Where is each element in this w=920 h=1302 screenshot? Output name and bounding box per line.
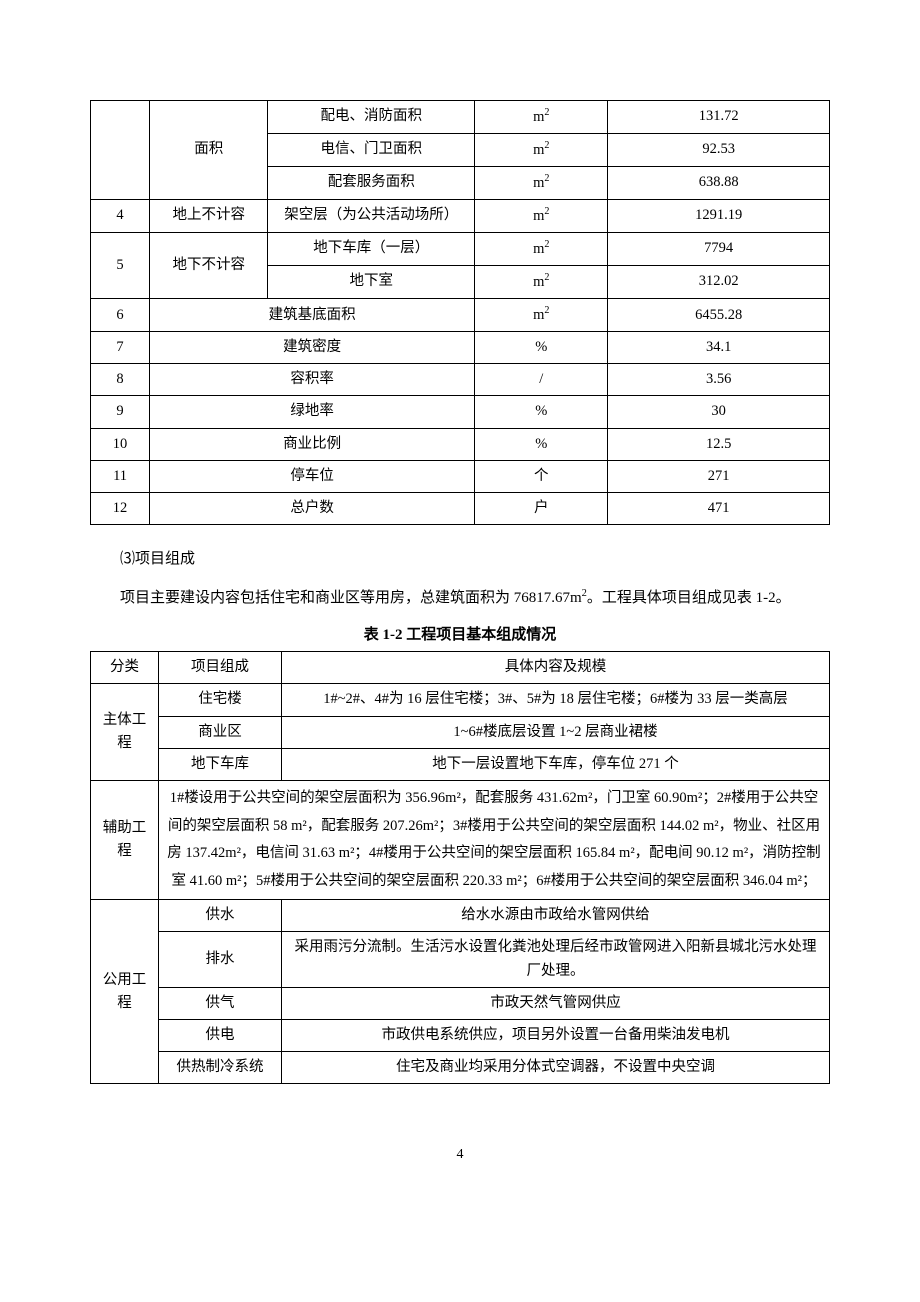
- cell-val: 131.72: [608, 101, 830, 134]
- table-row: 辅助工程 1#楼设用于公共空间的架空层面积为 356.96m²，配套服务 431…: [91, 780, 830, 899]
- cell-unit: m2: [475, 101, 608, 134]
- table-row: 7 建筑密度 % 34.1: [91, 332, 830, 364]
- table-row: 4 地上不计容 架空层（为公共活动场所） m2 1291.19: [91, 200, 830, 233]
- page-number: 4: [90, 1144, 830, 1166]
- table-row: 主体工程 住宅楼 1#~2#、4#为 16 层住宅楼；3#、5#为 18 层住宅…: [91, 684, 830, 716]
- paragraph-section-title: ⑶项目组成: [90, 543, 830, 576]
- table-row: 面积 配电、消防面积 m2 131.72: [91, 101, 830, 134]
- table-row: 地下车库 地下一层设置地下车库，停车位 271 个: [91, 748, 830, 780]
- col-header: 具体内容及规模: [282, 652, 830, 684]
- cell-desc: 配电、消防面积: [268, 101, 475, 134]
- table-row: 供气 市政天然气管网供应: [91, 987, 830, 1019]
- table-row: 分类 项目组成 具体内容及规模: [91, 652, 830, 684]
- table-row: 11 停车位 个 271: [91, 460, 830, 492]
- table-row: 供电 市政供电系统供应，项目另外设置一台备用柴油发电机: [91, 1019, 830, 1051]
- cell-label: 面积: [150, 101, 268, 200]
- col-header: 分类: [91, 652, 159, 684]
- paragraph-body: 项目主要建设内容包括住宅和商业区等用房，总建筑面积为 76817.67m2。工程…: [90, 582, 830, 615]
- table-row: 供热制冷系统 住宅及商业均采用分体式空调器，不设置中央空调: [91, 1052, 830, 1084]
- table-1: 面积 配电、消防面积 m2 131.72 电信、门卫面积 m2 92.53 配套…: [90, 100, 830, 525]
- table-row: 商业区 1~6#楼底层设置 1~2 层商业裙楼: [91, 716, 830, 748]
- table-row: 排水 采用雨污分流制。生活污水设置化粪池处理后经市政管网进入阳新县城北污水处理厂…: [91, 932, 830, 987]
- table-2: 分类 项目组成 具体内容及规模 主体工程 住宅楼 1#~2#、4#为 16 层住…: [90, 651, 830, 1084]
- table-row: 9 绿地率 % 30: [91, 396, 830, 428]
- table-row: 8 容积率 / 3.56: [91, 364, 830, 396]
- table-row: 6 建筑基底面积 m2 6455.28: [91, 299, 830, 332]
- table-row: 10 商业比例 % 12.5: [91, 428, 830, 460]
- table-row: 12 总户数 户 471: [91, 493, 830, 525]
- col-header: 项目组成: [159, 652, 282, 684]
- table-row: 5 地下不计容 地下车库（一层） m2 7794: [91, 233, 830, 266]
- table-row: 公用工程 供水 给水水源由市政给水管网供给: [91, 900, 830, 932]
- table-2-caption: 表 1-2 工程项目基本组成情况: [90, 623, 830, 647]
